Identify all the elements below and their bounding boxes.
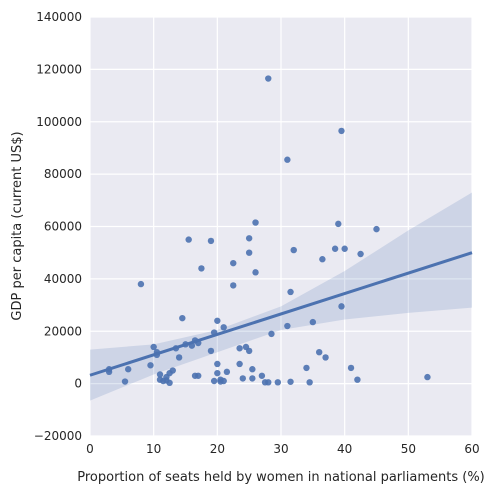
data-point [210,329,218,336]
data-point [236,345,243,352]
data-point [169,367,176,374]
data-point [322,354,329,361]
data-point [121,378,129,385]
y-tick-label: −20000 [34,429,82,443]
data-point [182,341,189,348]
data-point [249,366,256,373]
data-point [424,373,431,381]
data-point [230,282,237,289]
y-tick-label: 140000 [36,10,82,24]
x-tick-label: 40 [337,442,352,456]
data-point [252,269,259,276]
data-point [137,280,145,288]
data-point [284,322,291,330]
data-point [303,364,310,372]
data-point [220,377,227,385]
data-point [105,366,113,373]
data-point [147,362,154,369]
data-point [290,246,297,254]
data-point [319,256,326,263]
data-point [373,225,380,233]
data-points [105,75,431,387]
data-point [341,245,348,252]
confidence-band [90,192,472,401]
x-tick-label: 30 [273,442,288,456]
data-point [357,250,364,258]
x-tick-labels: 0 10 20 30 40 50 60 [86,442,479,456]
data-point [252,219,259,226]
data-point [214,317,221,324]
data-point [230,259,237,267]
x-tick-label: 50 [401,442,416,456]
data-point [125,366,132,373]
data-point [210,377,218,385]
x-tick-label: 20 [210,442,225,456]
data-point [331,245,339,252]
y-tick-label: 40000 [44,272,82,286]
y-tick-labels: −20000 0 20000 40000 60000 80000 100000 120000 1… [34,10,82,443]
x-tick-label: 10 [146,442,161,456]
data-point [188,342,196,349]
data-point [214,360,221,368]
data-point [335,220,342,228]
grid-lines [89,16,473,437]
data-point [150,343,157,351]
data-point [172,345,180,352]
data-point [309,318,317,326]
y-tick-label: 120000 [36,62,82,76]
data-point [347,364,355,372]
data-point [338,303,345,310]
data-point [236,360,243,368]
data-point [214,369,221,377]
x-tick-label: 0 [86,442,94,456]
data-point [223,368,231,376]
data-point [245,235,253,242]
data-point [175,354,183,361]
y-tick-label: 100000 [36,115,82,129]
data-point [245,347,253,355]
y-tick-label: 0 [74,377,82,391]
data-point [268,330,275,338]
y-tick-label: 80000 [44,167,82,181]
data-point [195,372,202,379]
data-point [179,314,186,322]
data-point [195,339,202,347]
data-point [185,236,192,243]
data-point [306,379,313,386]
x-tick-label: 60 [464,442,479,456]
data-point [274,379,282,386]
x-axis-label: Proportion of seats held by women in nat… [77,470,485,485]
data-point [316,349,323,356]
data-point [166,379,173,387]
data-point [156,371,164,378]
data-point [249,375,256,382]
data-point [220,324,227,331]
y-axis-label: GDP per capita (current US$) [10,131,25,320]
data-point [265,75,272,82]
data-point [153,349,161,356]
data-point [265,379,272,386]
data-point [284,156,291,163]
data-point [354,376,361,383]
data-point [287,378,294,385]
data-point [258,372,266,379]
data-point [207,237,215,245]
data-point [239,375,246,382]
data-point [338,127,345,135]
data-point [245,249,253,256]
data-point [198,265,205,272]
y-tick-label: 20000 [44,324,82,338]
y-tick-label: 60000 [44,220,82,234]
data-point [207,347,215,355]
data-point [287,288,294,296]
